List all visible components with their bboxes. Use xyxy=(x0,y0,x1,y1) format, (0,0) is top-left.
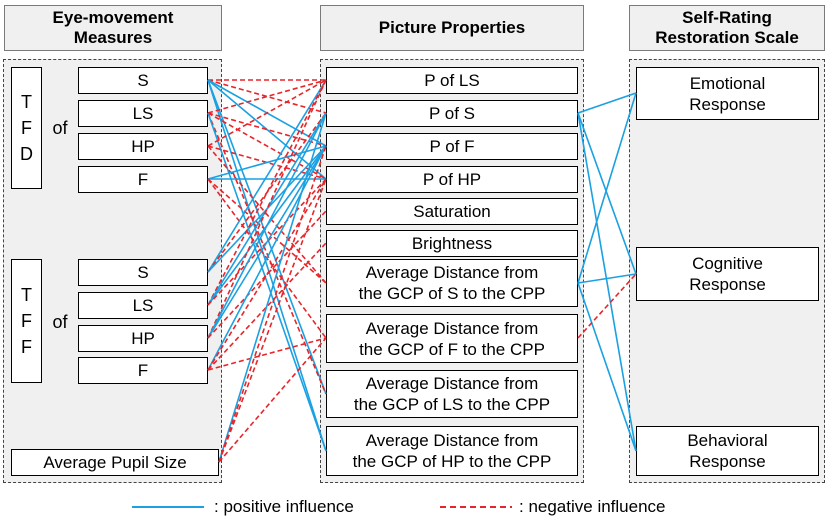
link-negative-eye-tfd-LS-pic-0 xyxy=(207,79,327,114)
picture-properties-header: Picture Properties xyxy=(320,5,584,51)
pic-avg-dist-s: Average Distance from the GCP of S to th… xyxy=(326,259,578,307)
link-negative-eye-tff-S-pic-1 xyxy=(207,112,327,273)
link-positive-eye-tff-LS-pic-2 xyxy=(207,145,327,306)
link-positive-pic-6-srs-1 xyxy=(577,273,637,284)
link-negative-eye-tff-F-pic-7 xyxy=(207,337,327,371)
link-positive-eye-tff-S-pic-0 xyxy=(207,79,327,273)
link-negative-eye-tff-LS-pic-0 xyxy=(207,79,327,306)
link-positive-eye-tfd-F-pic-2 xyxy=(207,145,327,180)
tfd-label: T F D xyxy=(11,67,42,189)
tfd-item-hp: HP xyxy=(78,133,208,160)
tff-of-label: of xyxy=(52,312,68,332)
link-positive-eye-tff-HP-pic-1 xyxy=(207,112,327,339)
link-negative-eye-tfd-LS-pic-8 xyxy=(207,112,327,395)
average-pupil-size: Average Pupil Size xyxy=(11,449,219,476)
tff-item-s: S xyxy=(78,259,208,286)
link-negative-eye-pupil-pic-3 xyxy=(218,178,327,463)
tfd-item-f: F xyxy=(78,166,208,193)
self-rating-header: Self-Rating Restoration Scale xyxy=(629,5,825,51)
link-positive-eye-tff-LS-pic-1 xyxy=(207,112,327,306)
tfd-item-ls: LS xyxy=(78,100,208,127)
link-positive-eye-tfd-S-pic-3 xyxy=(207,79,327,180)
legend-positive-label: : positive influence xyxy=(214,497,354,516)
link-negative-eye-tfd-F-pic-7 xyxy=(207,178,327,339)
link-negative-eye-tff-HP-pic-0 xyxy=(207,79,327,339)
srs-emotional-response: Emotional Response xyxy=(636,67,819,120)
pic-p-of-hp: P of HP xyxy=(326,166,578,193)
link-positive-pic-6-srs-0 xyxy=(577,92,637,284)
pic-avg-dist-ls: Average Distance from the GCP of LS to t… xyxy=(326,370,578,418)
pic-p-of-ls: P of LS xyxy=(326,67,578,94)
tfd-item-s: S xyxy=(78,67,208,94)
legend-negative-line xyxy=(440,506,512,508)
link-positive-pic-1-srs-0 xyxy=(577,92,637,114)
link-negative-pic-7-srs-1 xyxy=(577,273,637,339)
link-positive-eye-tfd-S-pic-9 xyxy=(207,79,327,452)
link-negative-eye-tfd-LS-pic-3 xyxy=(207,112,327,180)
link-negative-eye-tfd-S-pic-1 xyxy=(207,79,327,114)
link-negative-eye-tff-F-pic-3 xyxy=(207,178,327,371)
link-positive-eye-tff-S-pic-2 xyxy=(207,145,327,273)
link-positive-eye-tfd-LS-pic-9 xyxy=(207,112,327,452)
tff-item-f: F xyxy=(78,357,208,384)
link-positive-pic-6-srs-2 xyxy=(577,282,637,452)
pic-p-of-f: P of F xyxy=(326,133,578,160)
link-negative-eye-tfd-HP-pic-3 xyxy=(207,145,327,180)
pic-p-of-s: P of S xyxy=(326,100,578,127)
link-positive-eye-tff-F-pic-2 xyxy=(207,145,327,371)
link-positive-eye-tfd-S-pic-2 xyxy=(207,79,327,147)
link-negative-eye-pupil-pic-7 xyxy=(218,337,327,463)
link-positive-eye-pupil-pic-1 xyxy=(218,112,327,463)
srs-cognitive-response: Cognitive Response xyxy=(636,247,819,301)
tff-label: T F F xyxy=(11,259,42,383)
link-negative-eye-tff-HP-pic-4 xyxy=(207,210,327,339)
link-negative-eye-tfd-F-pic-6 xyxy=(207,178,327,284)
link-positive-pic-1-srs-2 xyxy=(577,112,637,452)
pic-avg-dist-hp: Average Distance from the GCP of HP to t… xyxy=(326,426,578,476)
pic-brightness: Brightness xyxy=(326,230,578,257)
tff-item-hp: HP xyxy=(78,325,208,352)
srs-behavioral-response: Behavioral Response xyxy=(636,426,819,476)
tff-item-ls: LS xyxy=(78,292,208,319)
link-positive-eye-tff-HP-pic-2 xyxy=(207,145,327,339)
link-negative-eye-tfd-HP-pic-0 xyxy=(207,79,327,147)
link-negative-eye-tfd-HP-pic-6 xyxy=(207,145,327,284)
eye-measures-header: Eye-movement Measures xyxy=(4,5,222,51)
legend-positive-line xyxy=(132,506,204,508)
link-negative-eye-tff-F-pic-5 xyxy=(207,242,327,371)
pic-saturation: Saturation xyxy=(326,198,578,225)
link-negative-eye-tfd-LS-pic-2 xyxy=(207,112,327,147)
legend-negative-label: : negative influence xyxy=(519,497,666,516)
link-positive-eye-tfd-S-pic-8 xyxy=(207,79,327,395)
link-negative-eye-tff-LS-pic-3 xyxy=(207,178,327,306)
link-positive-pic-1-srs-1 xyxy=(577,112,637,275)
pic-avg-dist-f: Average Distance from the GCP of F to th… xyxy=(326,314,578,363)
tfd-of-label: of xyxy=(52,118,68,138)
link-negative-eye-pupil-pic-2 xyxy=(218,145,327,463)
